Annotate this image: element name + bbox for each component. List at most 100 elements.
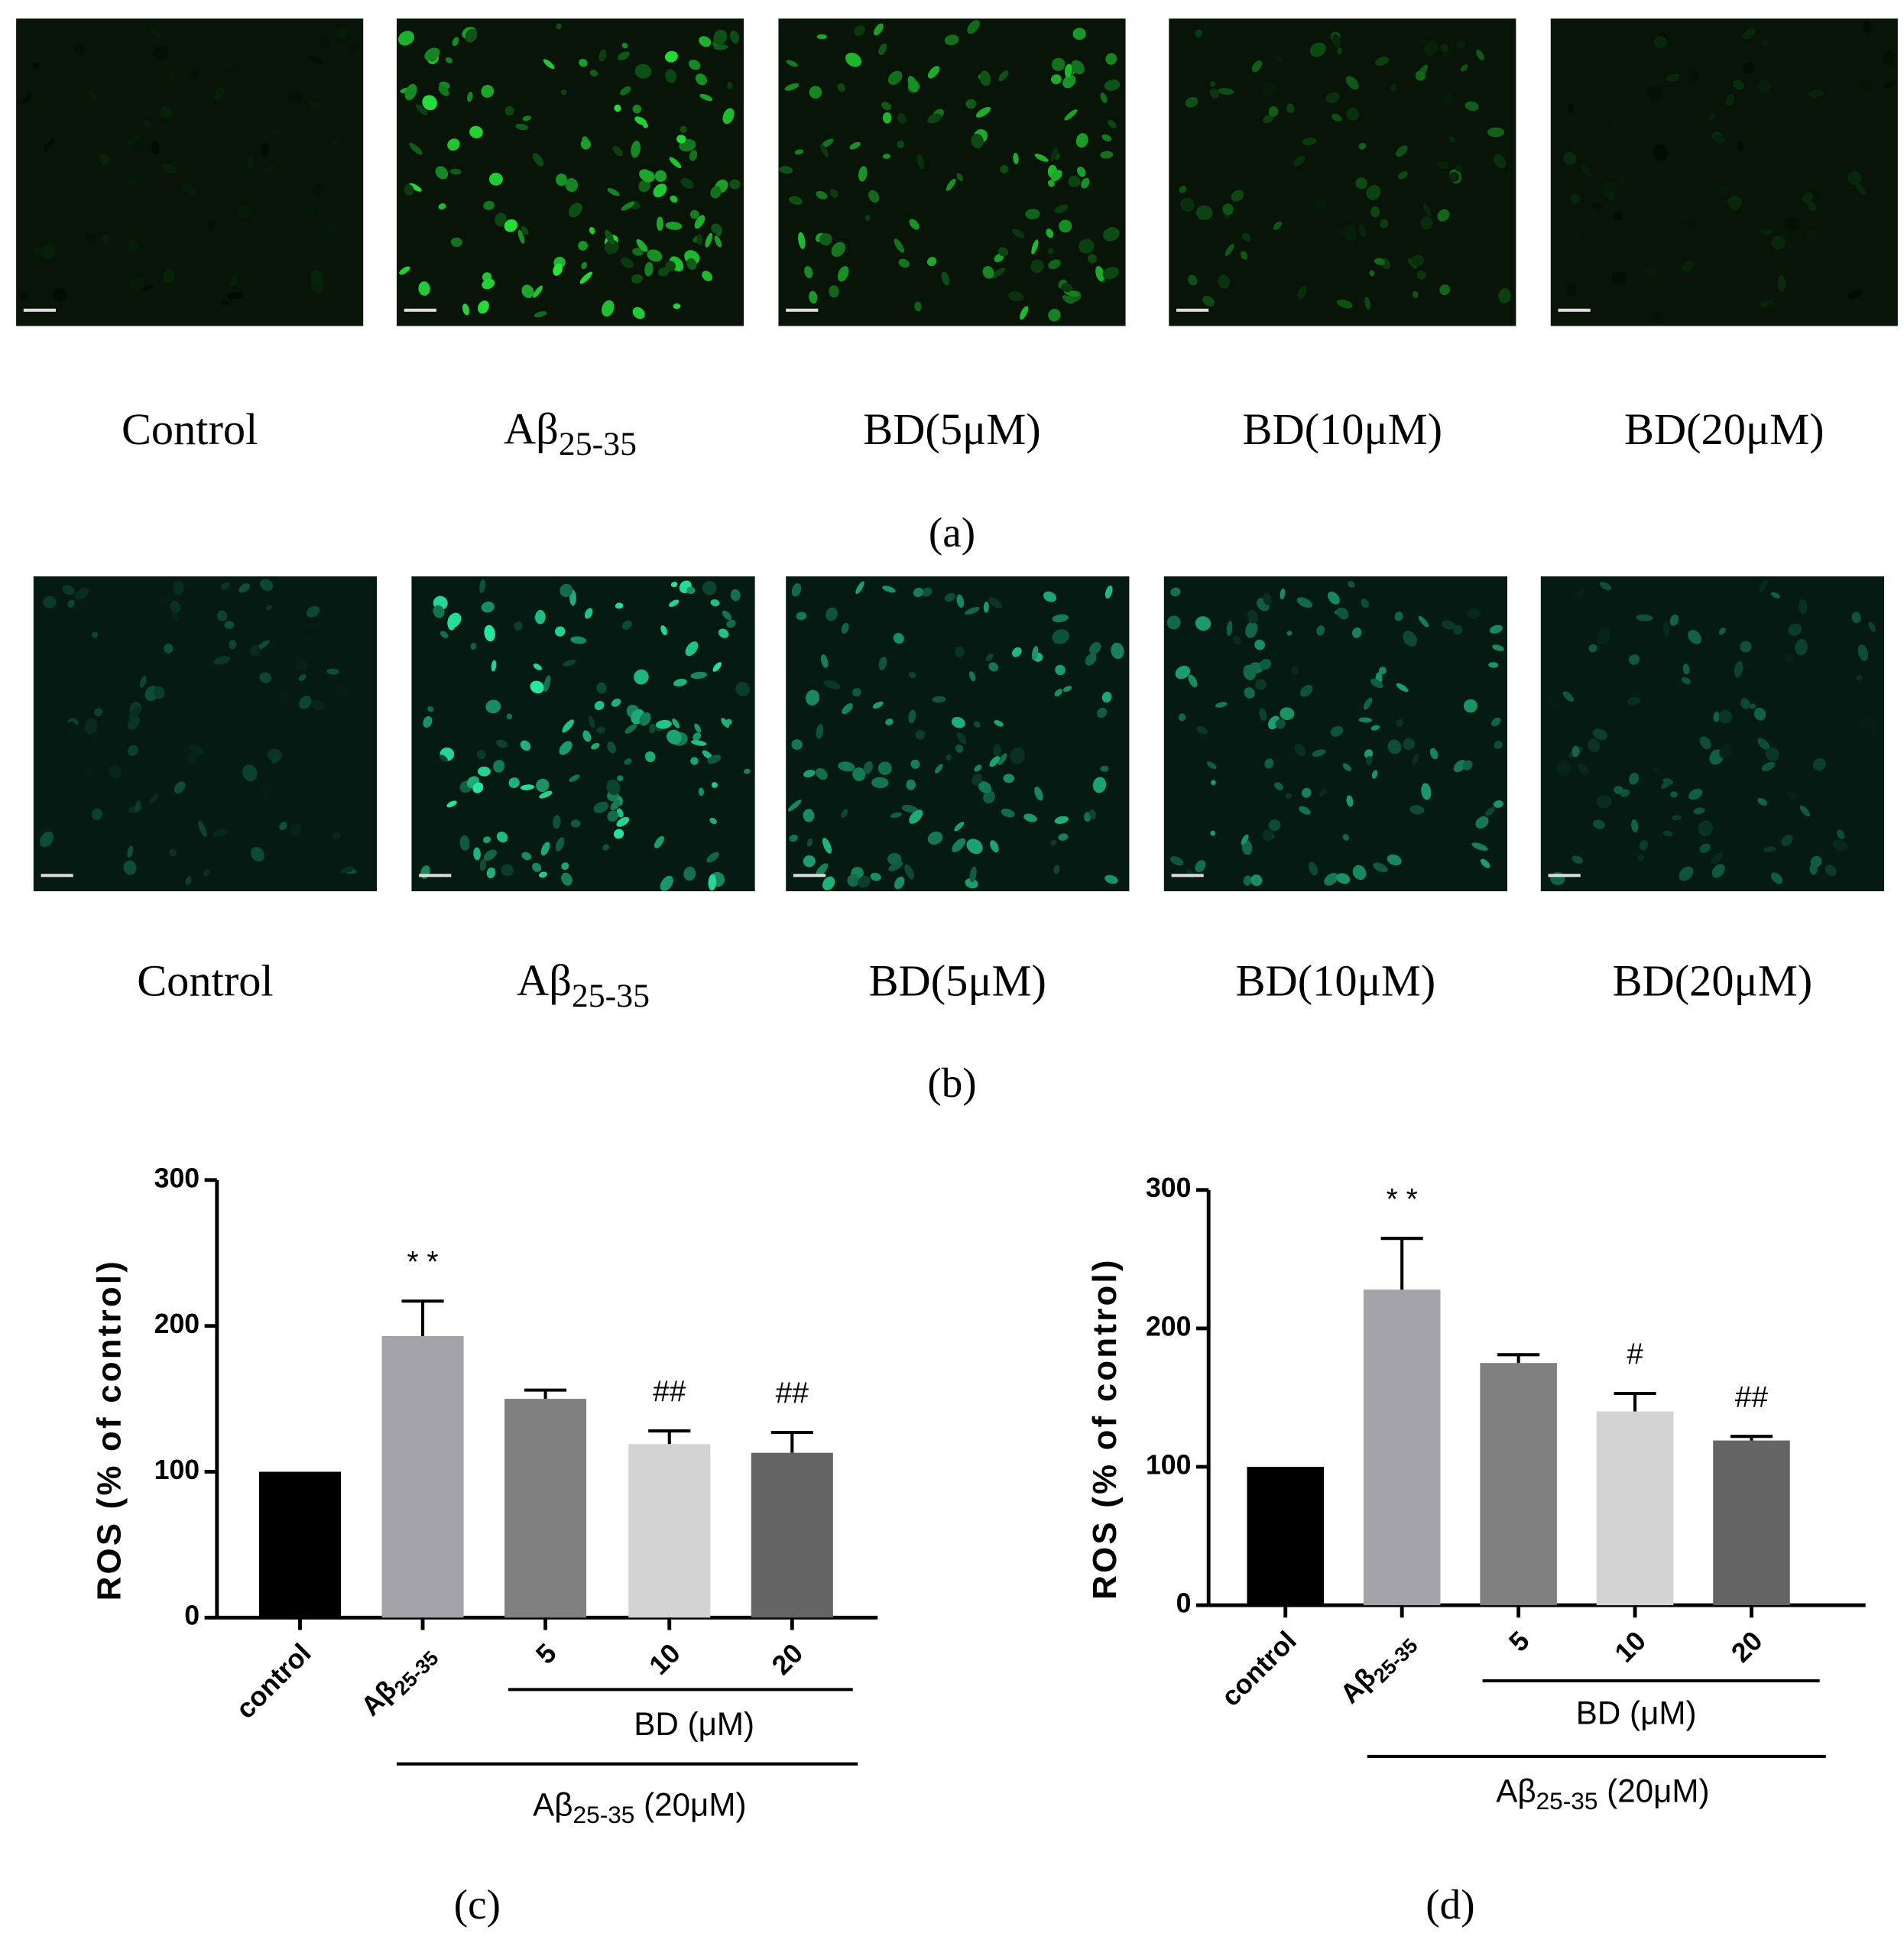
cell — [711, 223, 721, 233]
cell — [1023, 813, 1037, 822]
cell — [565, 178, 579, 193]
cell — [504, 219, 518, 232]
cell — [553, 263, 563, 276]
cell — [997, 247, 1009, 257]
cell — [1047, 248, 1054, 255]
cell — [694, 723, 702, 733]
error-bar — [1497, 1353, 1540, 1364]
cell — [798, 232, 806, 249]
cell — [181, 183, 196, 196]
cell — [1639, 839, 1649, 851]
cell — [320, 36, 331, 48]
cell — [1101, 134, 1112, 141]
cell — [440, 631, 449, 639]
cell — [249, 644, 261, 657]
cell — [1188, 274, 1198, 286]
cell — [1476, 49, 1484, 61]
cell — [632, 248, 644, 256]
cell — [1195, 616, 1211, 631]
cell — [143, 120, 151, 128]
cell — [1475, 816, 1489, 829]
scale-bar — [1548, 874, 1581, 877]
micrograph — [411, 576, 755, 891]
cell — [779, 166, 793, 174]
cell — [1302, 138, 1317, 145]
cell — [167, 69, 177, 81]
cell — [1713, 134, 1725, 144]
cell — [1851, 611, 1861, 624]
significance-mark: ## — [776, 1377, 809, 1410]
cell — [1047, 180, 1055, 187]
cell — [521, 284, 534, 298]
bar — [381, 1336, 464, 1618]
cell — [954, 646, 965, 658]
image-caption: BD(5μM) — [863, 404, 1040, 454]
cell — [578, 241, 589, 251]
cell — [224, 621, 235, 629]
cell — [543, 675, 551, 693]
cell — [1241, 834, 1249, 845]
cell — [83, 769, 94, 777]
cell — [1636, 614, 1653, 621]
cell — [1294, 743, 1306, 757]
cell — [1232, 635, 1241, 645]
cell — [1864, 715, 1878, 731]
micrograph — [1169, 18, 1516, 326]
cell — [446, 800, 457, 808]
cell — [1361, 598, 1370, 608]
cell — [690, 757, 699, 765]
cell — [1089, 809, 1097, 819]
cell — [699, 93, 713, 102]
cell — [1646, 86, 1662, 101]
cell — [326, 668, 339, 675]
cell — [1370, 678, 1383, 689]
cell — [693, 732, 702, 741]
cell — [189, 744, 204, 755]
cell — [534, 311, 547, 318]
cell — [424, 47, 440, 61]
cell — [1631, 819, 1639, 833]
cell — [447, 617, 456, 631]
cell — [459, 835, 470, 851]
cell — [560, 89, 567, 96]
cell — [1580, 163, 1591, 177]
cell — [1202, 295, 1215, 307]
cell — [1743, 132, 1754, 148]
cell — [488, 172, 503, 186]
cell — [582, 730, 592, 742]
cell — [533, 285, 543, 298]
cell — [612, 146, 623, 157]
cell — [667, 729, 683, 744]
cell — [1250, 874, 1263, 887]
cell — [1422, 203, 1432, 216]
cell — [689, 150, 698, 161]
cell — [312, 183, 325, 196]
bar-chart: 0 100 200 300 ROS (% of control) control * * Aβ… — [91, 1163, 878, 1928]
cell — [220, 582, 231, 590]
cell — [1175, 665, 1191, 680]
cell — [1195, 860, 1206, 873]
cell — [908, 672, 916, 679]
cell — [92, 631, 99, 638]
cell — [852, 767, 866, 781]
cell — [1348, 581, 1355, 588]
cell — [1001, 808, 1015, 818]
cell — [1771, 262, 1782, 274]
cell — [1424, 41, 1439, 57]
x-tick-label: 5 — [1503, 1625, 1535, 1657]
cell — [476, 750, 486, 760]
cell — [67, 599, 75, 608]
cell — [1336, 873, 1351, 884]
cell — [465, 28, 478, 43]
cell — [735, 681, 750, 696]
y-tick-label: 0 — [1176, 1588, 1192, 1619]
cell — [1224, 244, 1234, 256]
cell — [1556, 760, 1572, 777]
cell — [1048, 308, 1061, 322]
cell — [730, 589, 741, 602]
cell — [207, 221, 216, 229]
cell — [1761, 761, 1776, 771]
cell — [1679, 866, 1694, 881]
cell — [171, 611, 179, 621]
cell — [708, 874, 717, 891]
